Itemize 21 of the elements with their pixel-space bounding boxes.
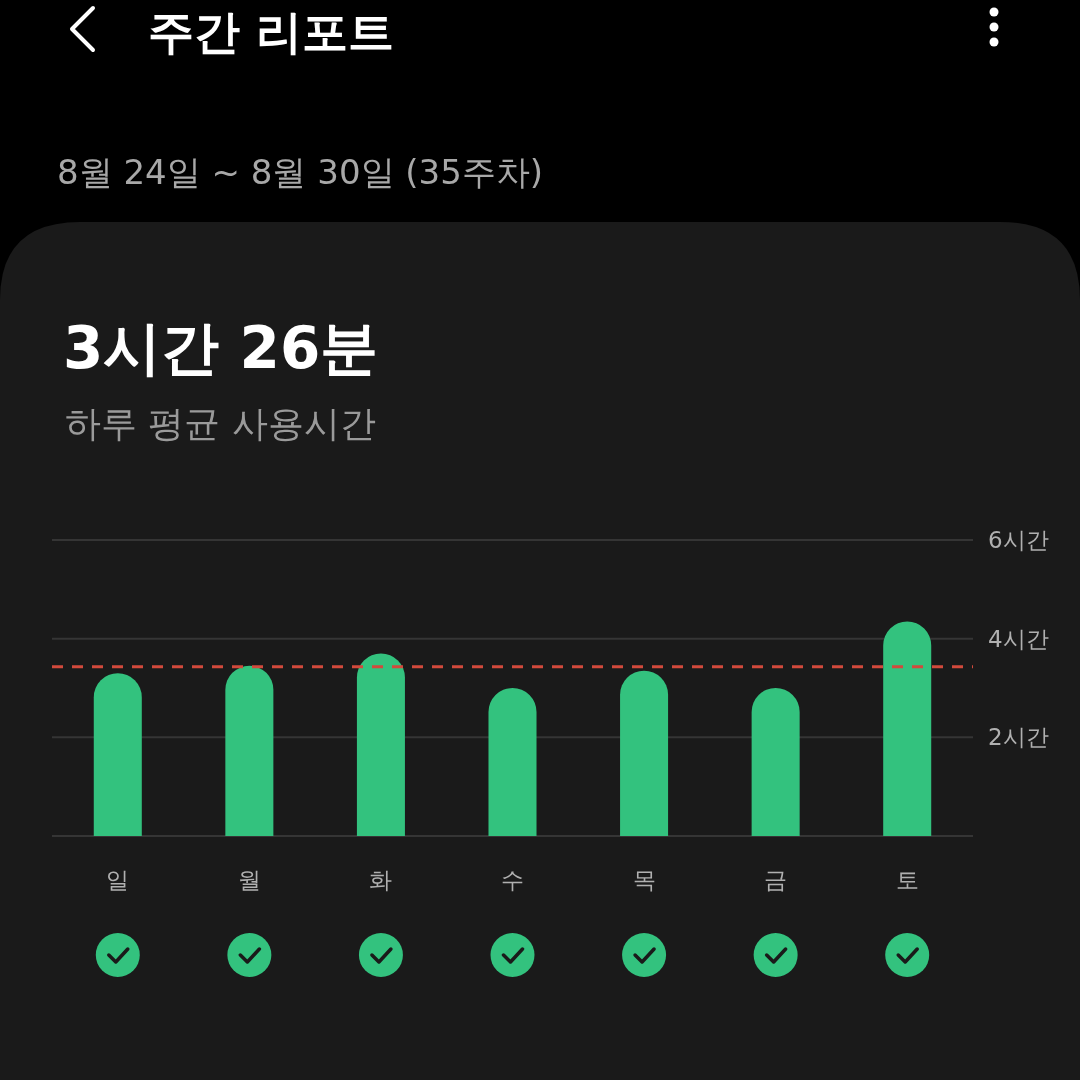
x-tick-label: 금 — [764, 867, 788, 894]
y-tick-label: 2시간 — [988, 724, 1049, 751]
x-tick-label: 일 — [106, 867, 130, 894]
x-tick-label: 목 — [632, 867, 656, 894]
bar — [751, 688, 800, 836]
bar — [620, 670, 669, 836]
text: 하루 평균 사용시간 — [65, 403, 376, 444]
text: 3시간 26분 — [63, 314, 379, 382]
bar — [883, 621, 932, 836]
y-tick-label: 6시간 — [988, 527, 1049, 554]
x-tick-label: 월 — [237, 867, 261, 894]
chart-title: 주간 리포트 — [148, 5, 395, 59]
x-tick-label: 수 — [501, 867, 524, 894]
bar — [225, 665, 274, 836]
x-tick-label: 토 — [895, 867, 919, 894]
y-tick-label: 4시간 — [988, 625, 1049, 652]
bar — [93, 673, 142, 836]
x-tick-label: 화 — [369, 867, 393, 894]
bar — [488, 688, 537, 836]
bar — [356, 653, 405, 836]
chart-subtitle: 8월 24일 ~ 8월 30일 (35주차) — [57, 152, 544, 192]
